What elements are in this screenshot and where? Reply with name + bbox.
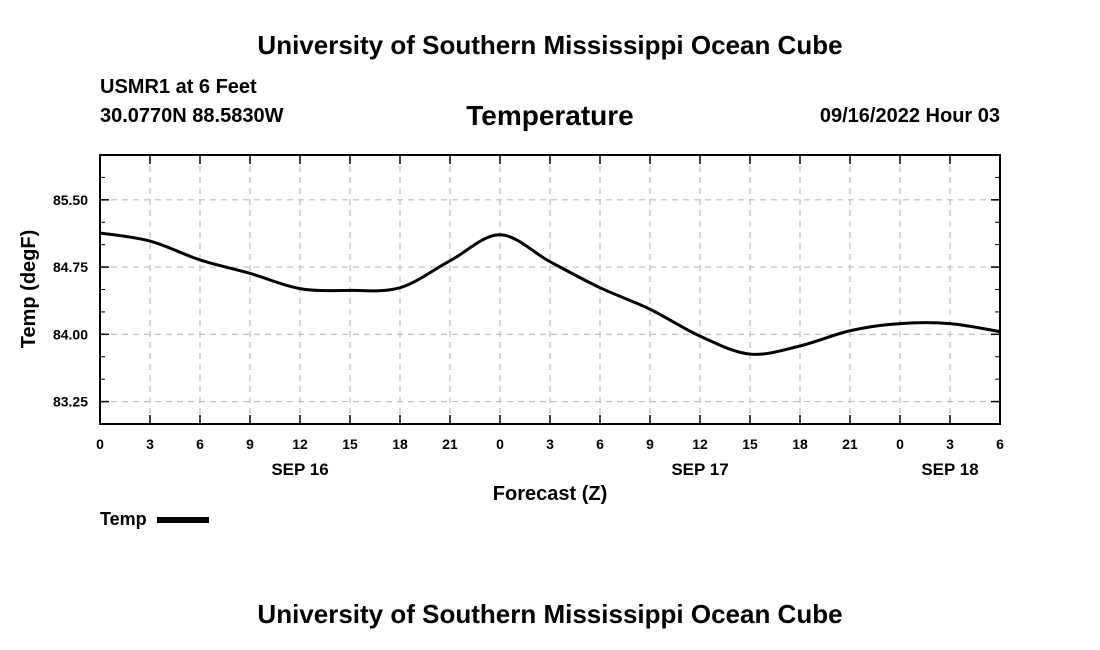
x-tick-label: 9 [246, 436, 254, 452]
x-tick-label: 21 [442, 436, 458, 452]
tick-labels: 0 3 6 9 12 15 18 21 0 3 6 9 12 15 18 21 0 3 6 83.25 84.00 84.… [53, 192, 1004, 479]
page-title: University of Southern Mississippi Ocean… [257, 30, 843, 60]
grid [100, 155, 1000, 424]
x-tick-label: 15 [342, 436, 358, 452]
x-tick-label: 18 [792, 436, 808, 452]
x-tick-label: 3 [546, 436, 554, 452]
legend: Temp [100, 509, 209, 530]
x-tick-label: 18 [392, 436, 408, 452]
legend-swatch [156, 516, 209, 523]
plot-frame [99, 154, 1001, 425]
legend-label: Temp [100, 509, 147, 529]
x-tick-label: 9 [646, 436, 654, 452]
x-tick-label: 6 [996, 436, 1004, 452]
date-label: SEP 16 [271, 460, 328, 479]
coordinates-label: 30.0770N 88.5830W [100, 105, 284, 127]
datetime-label: 09/16/2022 Hour 03 [819, 105, 1000, 127]
footer-title: University of Southern Mississippi Ocean… [257, 599, 843, 629]
x-tick-label: 0 [96, 436, 104, 452]
y-axis-label: Temp (degF) [18, 230, 40, 349]
date-label: SEP 18 [921, 460, 978, 479]
x-tick-label: 15 [742, 436, 758, 452]
axes [99, 154, 1001, 425]
y-tick-label: 83.25 [53, 394, 88, 410]
y-tick-label: 85.50 [53, 192, 88, 208]
y-tick-label: 84.75 [53, 259, 88, 275]
x-tick-label: 6 [596, 436, 604, 452]
x-axis-label: Forecast (Z) [493, 483, 607, 505]
series [99, 231, 1001, 356]
x-tick-label: 12 [692, 436, 708, 452]
x-tick-label: 3 [946, 436, 954, 452]
x-tick-label: 12 [292, 436, 308, 452]
x-tick-label: 0 [896, 436, 904, 452]
chart-title: Temperature [466, 100, 634, 131]
x-tick-label: 21 [842, 436, 858, 452]
station-label: USMR1 at 6 Feet [100, 76, 257, 98]
x-tick-label: 3 [146, 436, 154, 452]
y-tick-label: 84.00 [53, 326, 88, 342]
x-tick-label: 0 [496, 436, 504, 452]
date-label: SEP 17 [671, 460, 728, 479]
x-tick-label: 6 [196, 436, 204, 452]
